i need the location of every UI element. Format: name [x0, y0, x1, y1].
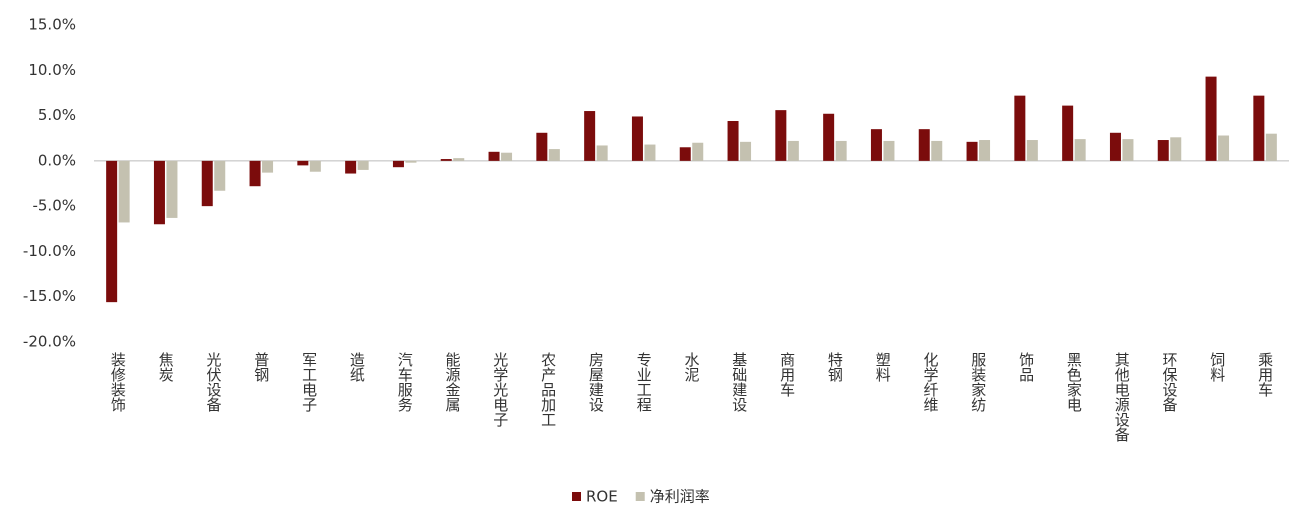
y-tick-label: -15.0%: [23, 287, 76, 305]
bar: [1014, 95, 1026, 161]
x-tick-label: 塑料: [874, 352, 892, 382]
y-tick-label: -5.0%: [32, 197, 76, 215]
bar: [214, 160, 226, 191]
x-tick-label: 普钢: [252, 352, 270, 383]
bar: [453, 158, 465, 161]
y-tick-label: 5.0%: [38, 106, 76, 124]
y-tick-label: 15.0%: [28, 16, 76, 34]
y-tick-label: -20.0%: [23, 333, 76, 351]
x-tick-label: 专业工程: [635, 352, 653, 412]
x-tick-label: 基础建设: [730, 352, 748, 412]
bar: [740, 141, 752, 161]
x-tick-label: 黑色家电: [1065, 352, 1083, 412]
x-tick-label: 特钢: [826, 352, 844, 383]
x-tick-label: 其他电源设备: [1113, 352, 1131, 442]
bar: [262, 160, 274, 173]
bar: [166, 160, 178, 218]
y-tick-label: -10.0%: [23, 242, 76, 260]
bar: [1170, 137, 1182, 161]
bar: [106, 160, 118, 303]
bar: [405, 160, 417, 163]
x-tick-label: 环保设备: [1161, 352, 1179, 412]
bar: [345, 160, 357, 174]
bar: [357, 160, 369, 170]
x-tick-label: 化学纤维: [922, 352, 940, 412]
bar: [823, 113, 835, 161]
bar: [1122, 139, 1134, 161]
x-tick-label: 能源金属: [444, 352, 462, 412]
x-tick-label: 农产品加工: [539, 352, 557, 427]
bar: [1205, 76, 1217, 161]
bar: [631, 116, 643, 161]
bar: [548, 149, 560, 161]
bar: [596, 145, 608, 161]
bar: [787, 140, 799, 161]
bar: [1218, 135, 1230, 161]
x-tick-label: 商用车: [778, 352, 796, 397]
bar: [918, 129, 930, 161]
bar: [1265, 133, 1277, 161]
x-tick-label: 水泥: [683, 352, 701, 383]
x-tick-label: 服装家纺: [969, 352, 987, 413]
bar: [644, 144, 656, 161]
bar: [118, 160, 130, 223]
bar: [727, 121, 739, 161]
x-tick-label: 装修装饰: [109, 352, 127, 412]
bar: [536, 132, 548, 161]
bar: [1157, 140, 1169, 161]
bar: [501, 152, 513, 161]
legend-label: 净利润率: [650, 488, 710, 506]
bar: [1253, 95, 1265, 161]
x-tick-label: 饲料: [1208, 352, 1226, 382]
bar: [488, 151, 500, 161]
x-tick-label: 房屋建设: [587, 352, 605, 412]
bar: [1062, 105, 1074, 161]
bar: [1074, 139, 1086, 161]
bar: [584, 111, 596, 161]
bar: [440, 159, 452, 161]
bar: [679, 147, 691, 161]
legend-swatch: [572, 492, 581, 501]
bar: [979, 140, 991, 161]
bar: [392, 160, 404, 168]
y-tick-label: 10.0%: [28, 61, 76, 79]
bar: [201, 160, 213, 207]
bar: [1109, 132, 1121, 161]
x-tick-label: 饰品: [1017, 352, 1035, 382]
bar: [153, 160, 165, 225]
bar: [297, 160, 309, 166]
legend-swatch: [635, 492, 645, 501]
bar: [931, 140, 943, 161]
x-tick-label: 光学光电子: [491, 352, 509, 427]
bar: [249, 160, 261, 187]
legend-label: ROE: [586, 488, 618, 506]
bar: [883, 140, 895, 161]
x-tick-label: 乘用车: [1256, 352, 1274, 397]
y-tick-label: 0.0%: [38, 151, 76, 169]
bar: [870, 129, 882, 161]
bar: [1026, 140, 1038, 161]
x-tick-label: 军工电子: [300, 352, 318, 412]
bar: [309, 160, 321, 172]
bar: [966, 141, 978, 161]
x-tick-label: 光伏设备: [205, 352, 223, 412]
bar: [692, 142, 704, 161]
x-tick-label: 汽车服务: [396, 352, 414, 413]
x-tick-label: 造纸: [348, 352, 366, 383]
x-tick-label: 焦炭: [157, 352, 175, 382]
bar: [775, 110, 787, 161]
bar: [835, 140, 847, 161]
